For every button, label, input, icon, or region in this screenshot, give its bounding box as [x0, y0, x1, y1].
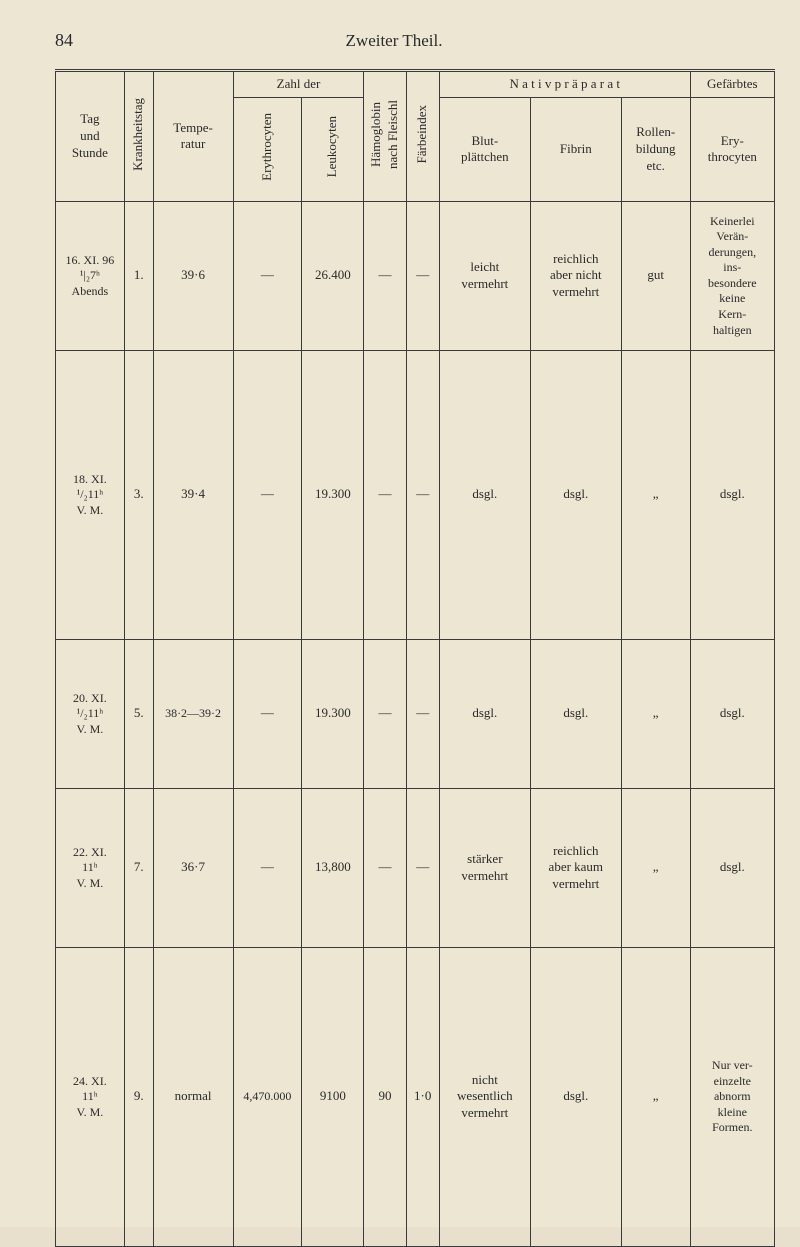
cell: 9.	[124, 947, 153, 1246]
cell: 9100	[302, 947, 364, 1246]
table-row: 22. XI. 11ʰ V. M. 7. 36·7 — 13,800 — — s…	[56, 788, 775, 947]
cell: —	[364, 201, 406, 350]
cell: 22. XI. 11ʰ V. M.	[56, 788, 125, 947]
cell: —	[233, 201, 302, 350]
col-group-zahl: Zahl der	[233, 71, 364, 98]
cell: 20. XI. ¹/₂11ʰ V. M.	[56, 639, 125, 788]
page-number: 84	[55, 30, 73, 51]
cell: —	[364, 350, 406, 639]
cell: dsgl.	[439, 350, 530, 639]
col-rollen: Rollen- bildung etc.	[621, 97, 690, 201]
col-leukocyten: Leukocyten	[302, 97, 364, 201]
cell: —	[233, 350, 302, 639]
page: 84 Zweiter Theil. Tag und Stunde Krankhe…	[0, 0, 800, 1227]
cell: 13,800	[302, 788, 364, 947]
cell: 26.400	[302, 201, 364, 350]
cell: stärker vermehrt	[439, 788, 530, 947]
cell: 19.300	[302, 350, 364, 639]
cell: nicht wesentlich vermehrt	[439, 947, 530, 1246]
cell: —	[406, 201, 439, 350]
cell: —	[233, 788, 302, 947]
cell: 24. XI. 11ʰ V. M.	[56, 947, 125, 1246]
col-ery: Ery- throcyten	[690, 97, 774, 201]
cell: dsgl.	[530, 350, 621, 639]
cell: Nur ver- einzelte abnorm kleine Formen.	[690, 947, 774, 1246]
cell: —	[406, 639, 439, 788]
cell: 39·4	[153, 350, 233, 639]
col-hamoglobin: Hämoglobin nach Fleischl	[364, 71, 406, 202]
cell: „	[621, 788, 690, 947]
cell: „	[621, 350, 690, 639]
cell: —	[406, 350, 439, 639]
cell: Keinerlei Verän- derungen, ins- besonder…	[690, 201, 774, 350]
cell: dsgl.	[690, 350, 774, 639]
col-tag-stunde: Tag und Stunde	[56, 71, 125, 202]
table-row: 24. XI. 11ʰ V. M. 9. normal 4,470.000 91…	[56, 947, 775, 1246]
cell: leicht vermehrt	[439, 201, 530, 350]
col-temperatur: Tempe- ratur	[153, 71, 233, 202]
cell: —	[364, 639, 406, 788]
cell: reichlich aber nicht vermehrt	[530, 201, 621, 350]
cell: 39·6	[153, 201, 233, 350]
header-row-1: Tag und Stunde Krankheitstag Tempe- ratu…	[56, 71, 775, 98]
cell: dsgl.	[690, 639, 774, 788]
col-erythrocyten: Erythrocyten	[233, 97, 302, 201]
cell: 5.	[124, 639, 153, 788]
data-table: Tag und Stunde Krankheitstag Tempe- ratu…	[55, 69, 775, 1247]
cell: —	[406, 788, 439, 947]
page-title: Zweiter Theil.	[73, 31, 775, 51]
cell: 90	[364, 947, 406, 1246]
cell: 1.	[124, 201, 153, 350]
cell: dsgl.	[690, 788, 774, 947]
table-row: 20. XI. ¹/₂11ʰ V. M. 5. 38·2—39·2 — 19.3…	[56, 639, 775, 788]
cell: „	[621, 639, 690, 788]
cell: „	[621, 947, 690, 1246]
cell: dsgl.	[530, 639, 621, 788]
page-header: 84 Zweiter Theil.	[55, 30, 775, 51]
cell: —	[233, 639, 302, 788]
col-group-gefarb: Gefärbtes	[690, 71, 774, 98]
cell: 7.	[124, 788, 153, 947]
cell: 16. XI. 96 ¹|₂7ʰ Abends	[56, 201, 125, 350]
cell: 3.	[124, 350, 153, 639]
col-krankheitstag: Krankheitstag	[124, 71, 153, 202]
cell: normal	[153, 947, 233, 1246]
cell: 4,470.000	[233, 947, 302, 1246]
col-group-nativ: N a t i v p r ä p a r a t	[439, 71, 690, 98]
cell: —	[364, 788, 406, 947]
table-row: 18. XI. ¹/₂11ʰ V. M. 3. 39·4 — 19.300 — …	[56, 350, 775, 639]
cell: gut	[621, 201, 690, 350]
cell: 38·2—39·2	[153, 639, 233, 788]
table-row: 16. XI. 96 ¹|₂7ʰ Abends 1. 39·6 — 26.400…	[56, 201, 775, 350]
cell: dsgl.	[530, 947, 621, 1246]
col-fibrin: Fibrin	[530, 97, 621, 201]
cell: 1·0	[406, 947, 439, 1246]
cell: dsgl.	[439, 639, 530, 788]
col-blutplattchen: Blut- plättchen	[439, 97, 530, 201]
cell: reichlich aber kaum vermehrt	[530, 788, 621, 947]
cell: 36·7	[153, 788, 233, 947]
col-farbeindex: Färbeindex	[406, 71, 439, 202]
cell: 19.300	[302, 639, 364, 788]
cell: 18. XI. ¹/₂11ʰ V. M.	[56, 350, 125, 639]
